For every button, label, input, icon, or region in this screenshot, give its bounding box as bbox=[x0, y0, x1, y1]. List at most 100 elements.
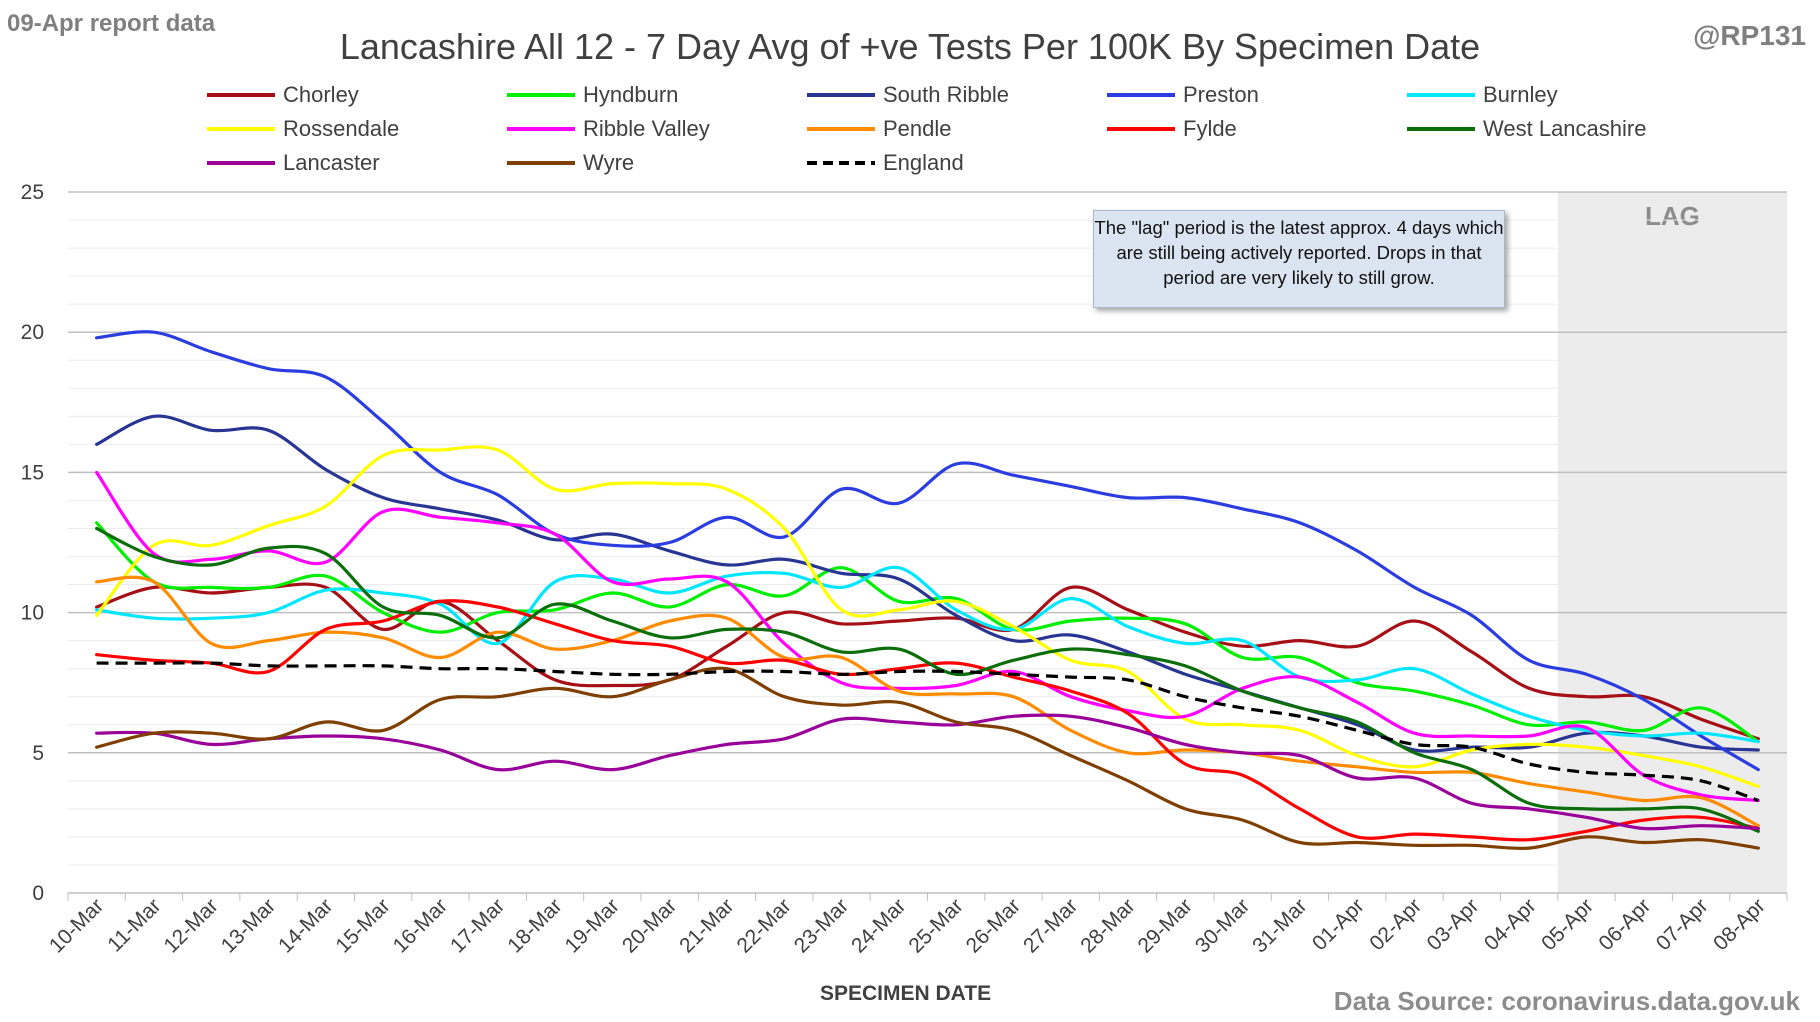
series-line-fylde bbox=[95, 599, 1760, 842]
x-tick-label: 11-Mar bbox=[103, 894, 165, 956]
series-line-hyndburn bbox=[95, 521, 1760, 744]
x-tick-label: 30-Mar bbox=[1191, 894, 1254, 957]
x-tick-label: 20-Mar bbox=[618, 894, 681, 957]
report-date: 09-Apr report data bbox=[7, 10, 216, 37]
x-tick-label: 24-Mar bbox=[847, 894, 910, 957]
x-tick-label: 16-Mar bbox=[389, 894, 452, 957]
legend-label: Wyre bbox=[583, 150, 635, 175]
x-tick-label: 23-Mar bbox=[790, 894, 853, 957]
legend-label: Ribble Valley bbox=[583, 116, 710, 141]
y-tick-label: 10 bbox=[21, 602, 44, 625]
legend: Chorley Hyndburn South Ribble Preston Burnle… bbox=[205, 78, 1725, 180]
legend-label: Chorley bbox=[283, 82, 359, 107]
x-tick-label: 01-Apr bbox=[1308, 894, 1369, 955]
y-tick-label: 0 bbox=[32, 882, 44, 905]
legend-label: South Ribble bbox=[883, 82, 1009, 107]
series-line-england bbox=[96, 661, 1759, 803]
series-line-chorley bbox=[95, 582, 1760, 741]
x-axis: 10-Mar11-Mar12-Mar13-Mar14-Mar15-Mar16-M… bbox=[45, 892, 1788, 958]
x-tick-label: 22-Mar bbox=[732, 894, 795, 957]
series-line-ribble-valley bbox=[95, 470, 1760, 803]
lag-label: LAG bbox=[1645, 201, 1700, 231]
legend-item-burnley: Burnley bbox=[1405, 78, 1558, 112]
x-tick-label: 13-Mar bbox=[217, 894, 280, 957]
y-tick-label: 5 bbox=[32, 742, 44, 765]
x-tick-label: 02-Apr bbox=[1365, 894, 1426, 955]
legend-swatch bbox=[807, 161, 875, 165]
author-handle: @RP131 bbox=[1693, 20, 1806, 51]
x-tick-label: 19-Mar bbox=[561, 894, 624, 957]
legend-swatch bbox=[507, 127, 575, 131]
x-tick-label: 28-Mar bbox=[1076, 894, 1139, 957]
legend-item-chorley: Chorley bbox=[205, 78, 359, 112]
legend-item-england: England bbox=[805, 146, 964, 180]
x-tick-label: 17-Mar bbox=[446, 894, 509, 957]
legend-label: Pendle bbox=[883, 116, 952, 141]
x-tick-label: 03-Apr bbox=[1423, 894, 1484, 955]
y-tick-label: 25 bbox=[21, 181, 44, 204]
chart-title: Lancashire All 12 - 7 Day Avg of +ve Tes… bbox=[339, 26, 1481, 67]
legend-item-south-ribble: South Ribble bbox=[805, 78, 1009, 112]
legend-item-rossendale: Rossendale bbox=[205, 112, 399, 146]
series-line-lancaster bbox=[95, 713, 1760, 831]
y-axis: 0 5 10 15 20 25 bbox=[21, 181, 44, 905]
data-source: Data Source: coronavirus.data.gov.uk bbox=[1333, 986, 1800, 1016]
x-tick-label: 27-Mar bbox=[1019, 894, 1082, 957]
series-line-pendle bbox=[95, 575, 1760, 828]
series-line-south-ribble bbox=[95, 414, 1760, 753]
legend-label: Rossendale bbox=[283, 116, 400, 141]
x-tick-label: 26-Mar bbox=[962, 894, 1025, 957]
x-tick-label: 07-Apr bbox=[1652, 894, 1713, 955]
x-tick-label: 08-Apr bbox=[1709, 894, 1770, 955]
legend-swatch bbox=[1407, 127, 1475, 131]
legend-item-west-lancashire: West Lancashire bbox=[1405, 112, 1646, 146]
x-tick-label: 31-Mar bbox=[1248, 894, 1311, 957]
legend-item-fylde: Fylde bbox=[1105, 112, 1237, 146]
legend-item-preston: Preston bbox=[1105, 78, 1259, 112]
legend-swatch bbox=[207, 127, 275, 131]
x-tick-label: 12-Mar bbox=[159, 894, 222, 957]
legend-item-pendle: Pendle bbox=[805, 112, 952, 146]
legend-swatch bbox=[507, 93, 575, 97]
x-tick-label: 04-Apr bbox=[1480, 894, 1541, 955]
lag-note: The "lag" period is the latest approx. 4… bbox=[1093, 210, 1505, 308]
x-tick-label: 18-Mar bbox=[503, 894, 566, 957]
legend-label: Hyndburn bbox=[583, 82, 679, 107]
legend-swatch bbox=[1107, 127, 1175, 131]
x-tick-label: 25-Mar bbox=[904, 894, 967, 957]
x-tick-label: 05-Apr bbox=[1537, 894, 1598, 955]
legend-swatch bbox=[1107, 93, 1175, 97]
x-tick-label: 06-Apr bbox=[1594, 894, 1655, 955]
legend-swatch bbox=[207, 161, 275, 165]
series-line-rossendale bbox=[95, 445, 1760, 788]
x-tick-label: 21-Mar bbox=[675, 894, 738, 957]
series-line-burnley bbox=[95, 565, 1760, 744]
legend-label: West Lancashire bbox=[1483, 116, 1647, 141]
x-axis-title: SPECIMEN DATE bbox=[820, 982, 992, 1005]
x-tick-label: 15-Mar bbox=[331, 894, 394, 957]
series-lines bbox=[95, 330, 1760, 851]
series-line-west-lancashire bbox=[95, 526, 1760, 833]
legend-swatch bbox=[807, 93, 875, 97]
gridlines bbox=[68, 191, 1787, 866]
legend-label: England bbox=[883, 150, 964, 175]
series-line-wyre bbox=[95, 666, 1760, 851]
legend-item-hyndburn: Hyndburn bbox=[505, 78, 678, 112]
y-tick-label: 15 bbox=[21, 461, 44, 484]
x-tick-label: 10-Mar bbox=[45, 894, 108, 957]
x-tick-label: 29-Mar bbox=[1134, 894, 1197, 957]
legend-swatch bbox=[1407, 93, 1475, 97]
x-tick-label: 14-Mar bbox=[274, 894, 337, 957]
legend-swatch bbox=[207, 93, 275, 97]
legend-label: Preston bbox=[1183, 82, 1259, 107]
legend-item-lancaster: Lancaster bbox=[205, 146, 380, 180]
legend-swatch bbox=[807, 127, 875, 131]
legend-item-ribble-valley: Ribble Valley bbox=[505, 112, 710, 146]
legend-label: Burnley bbox=[1483, 82, 1558, 107]
legend-label: Fylde bbox=[1183, 116, 1237, 141]
legend-label: Lancaster bbox=[283, 150, 380, 175]
legend-item-wyre: Wyre bbox=[505, 146, 634, 180]
y-tick-label: 20 bbox=[21, 321, 44, 344]
